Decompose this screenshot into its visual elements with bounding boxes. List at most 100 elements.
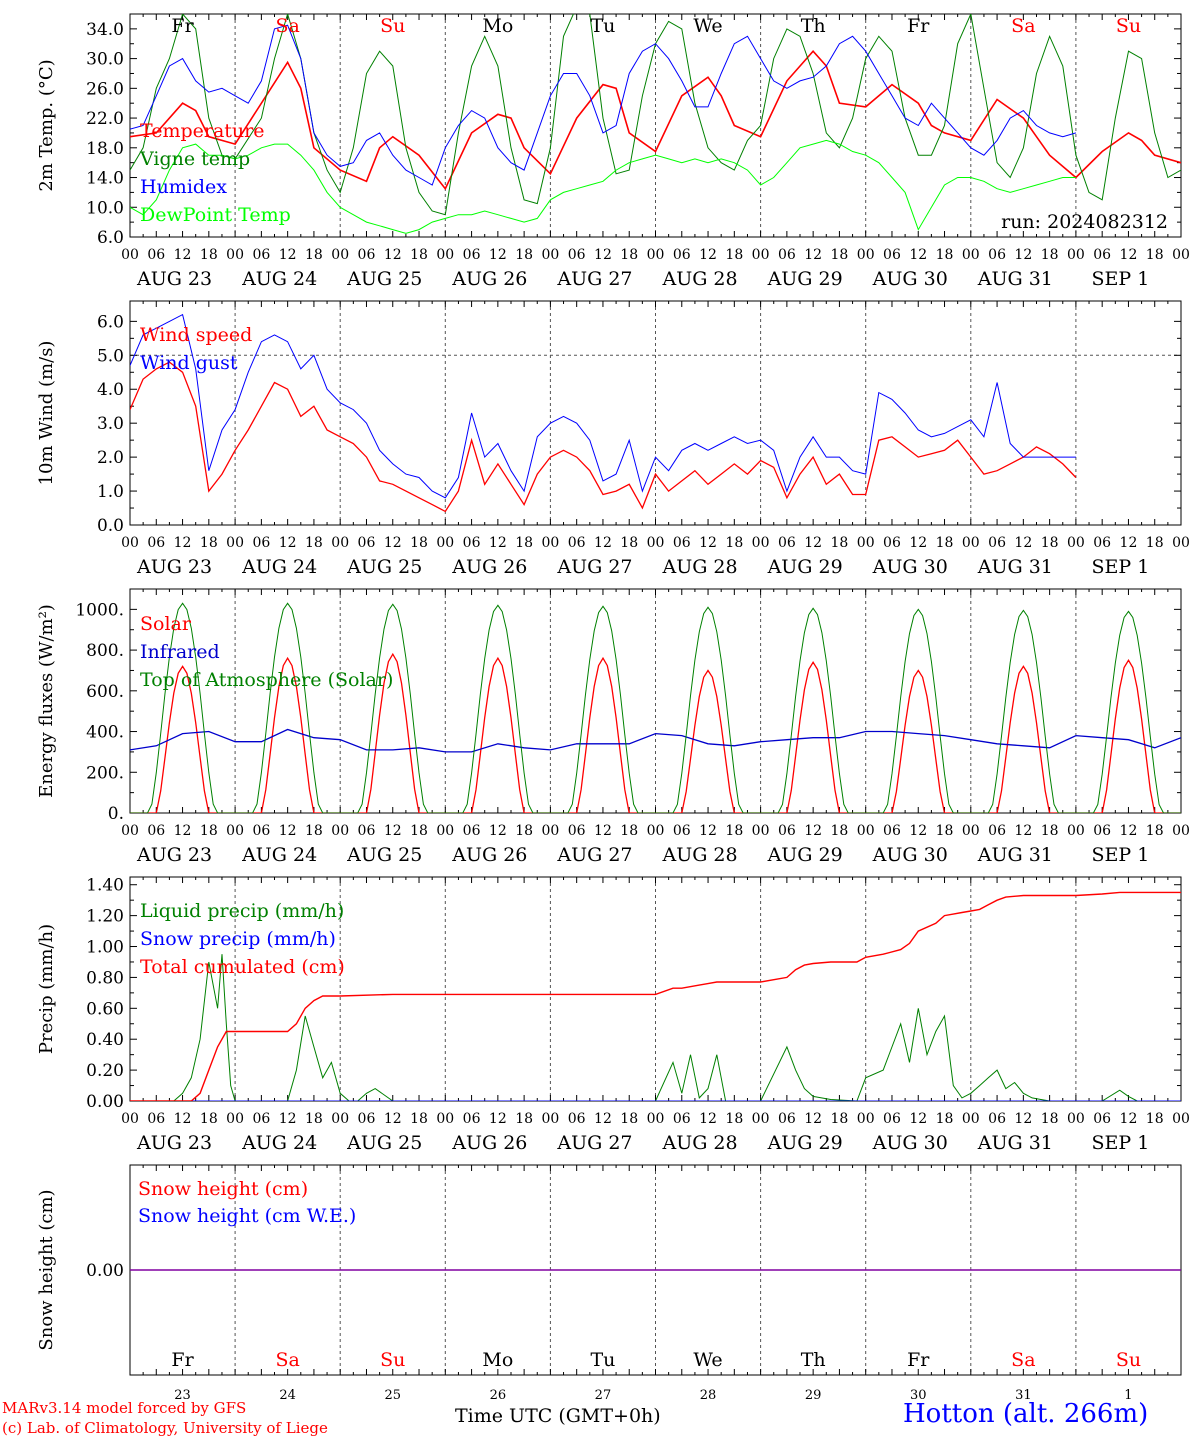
hour-tick-label: 06 [988, 535, 1006, 551]
hour-tick-label: 12 [1120, 247, 1138, 263]
day-label: Mo [482, 1349, 513, 1371]
legend-entry: Snow precip (mm/h) [140, 928, 336, 950]
date-label: AUG 23 [136, 1132, 212, 1154]
hour-tick-label: 00 [1067, 823, 1085, 839]
legend-entry: Humidex [140, 176, 227, 198]
hour-tick-label: 00 [1067, 247, 1085, 263]
hour-tick-label: 06 [463, 823, 481, 839]
hour-tick-label: 18 [725, 823, 743, 839]
y-tick-label: 34.0 [86, 20, 124, 40]
y-tick-label: 4.0 [97, 380, 124, 400]
legend-entry: Top of Atmosphere (Solar) [140, 669, 393, 691]
panel-3: 0. 200. 400. 600. 800. 1000. Energy fluxes (W/… [36, 588, 1190, 866]
hour-tick-label: 18 [1146, 823, 1164, 839]
hour-tick-label: 00 [647, 823, 665, 839]
day-label: Fr [171, 1349, 194, 1371]
hour-tick-label: 00 [331, 1111, 349, 1127]
date-label: AUG 29 [767, 844, 843, 866]
hour-tick-label: 18 [515, 1111, 533, 1127]
hour-tick-label: 12 [489, 823, 507, 839]
legend-entry: Liquid precip (mm/h) [140, 900, 344, 922]
date-label: SEP 1 [1092, 1132, 1150, 1154]
hour-tick-label: 00 [541, 247, 559, 263]
hour-tick-label: 00 [436, 535, 454, 551]
hour-tick-label: 00 [962, 1111, 980, 1127]
y-tick-label: 5.0 [97, 346, 124, 366]
hour-tick-label: 18 [1146, 247, 1164, 263]
hour-tick-label: 00 [647, 1111, 665, 1127]
day-label: Sa [275, 1349, 299, 1371]
y-tick-label: 1000. [75, 600, 124, 620]
hour-tick-label: 00 [121, 1111, 139, 1127]
day-number: 1 [1124, 1388, 1132, 1403]
hour-tick-label: 00 [226, 535, 244, 551]
day-number: 23 [174, 1388, 191, 1403]
hour-tick-label: 06 [252, 823, 270, 839]
series-line-wind-speed [130, 361, 1077, 513]
hour-tick-label: 12 [384, 823, 402, 839]
date-label: AUG 24 [241, 268, 317, 290]
hour-tick-label: 12 [594, 535, 612, 551]
hour-tick-label: 12 [279, 1111, 297, 1127]
hour-tick-label: 12 [279, 823, 297, 839]
y-tick-label: 0.60 [86, 999, 124, 1019]
hour-tick-label: 12 [804, 535, 822, 551]
y-tick-label: 2.0 [97, 448, 124, 468]
hour-tick-label: 06 [147, 1111, 165, 1127]
y-tick-label: 6.0 [97, 228, 124, 248]
hour-tick-label: 06 [883, 247, 901, 263]
date-label: AUG 30 [872, 556, 948, 578]
date-label: AUG 28 [661, 268, 737, 290]
day-label: Su [1116, 1349, 1141, 1371]
y-tick-label: 1.0 [97, 482, 124, 502]
hour-tick-label: 06 [252, 247, 270, 263]
hour-tick-label: 12 [699, 535, 717, 551]
date-label: AUG 26 [451, 268, 527, 290]
panel-1: 6.0 10.0 14.0 18.0 22.0 26.0 30.0 34.0 2m Temp. … [36, 13, 1190, 290]
hour-tick-label: 18 [515, 247, 533, 263]
day-number: 24 [279, 1388, 296, 1403]
series-line-dewpoint-temp [130, 139, 1076, 234]
hour-tick-label: 18 [620, 247, 638, 263]
hour-tick-label: 06 [988, 823, 1006, 839]
hour-tick-label: 06 [1093, 823, 1111, 839]
day-label: Su [380, 1349, 405, 1371]
hour-tick-label: 18 [410, 1111, 428, 1127]
hour-tick-label: 18 [1146, 535, 1164, 551]
hour-tick-label: 00 [331, 247, 349, 263]
hour-tick-label: 06 [778, 247, 796, 263]
hour-tick-label: 18 [831, 823, 849, 839]
hour-tick-label: 12 [804, 823, 822, 839]
date-label: AUG 31 [977, 844, 1053, 866]
y-tick-label: 26.0 [86, 79, 124, 99]
date-label: AUG 25 [346, 844, 422, 866]
hour-tick-label: 00 [1172, 247, 1190, 263]
hour-tick-label: 00 [962, 247, 980, 263]
y-tick-label: 0.80 [86, 968, 124, 988]
hour-tick-label: 00 [1172, 535, 1190, 551]
hour-tick-label: 12 [1120, 823, 1138, 839]
hour-tick-label: 18 [515, 535, 533, 551]
hour-tick-label: 06 [673, 1111, 691, 1127]
y-tick-label: 1.40 [86, 876, 124, 896]
y-tick-label: 0.20 [86, 1061, 124, 1081]
hour-tick-label: 00 [857, 247, 875, 263]
hour-tick-label: 06 [1093, 535, 1111, 551]
hour-tick-label: 06 [463, 1111, 481, 1127]
date-label: AUG 24 [241, 556, 317, 578]
hour-tick-label: 18 [620, 1111, 638, 1127]
series-line-liquid-precip-mm-h- [130, 954, 1181, 1101]
hour-tick-label: 00 [226, 1111, 244, 1127]
y-tick-label: 1.00 [86, 938, 124, 958]
day-label: Fr [907, 15, 930, 37]
hour-tick-label: 06 [358, 823, 376, 839]
hour-tick-label: 06 [778, 1111, 796, 1127]
day-label: Sa [275, 15, 299, 37]
hour-tick-label: 18 [410, 823, 428, 839]
hour-tick-label: 18 [200, 247, 218, 263]
legend-entry: Solar [140, 613, 192, 635]
panel-2: 0.0 1.0 2.0 3.0 4.0 5.0 6.0 10m Wind (m/s) Wind … [36, 300, 1190, 578]
hour-tick-label: 12 [384, 247, 402, 263]
hour-tick-label: 12 [804, 1111, 822, 1127]
y-tick-label: 10.0 [86, 198, 124, 218]
